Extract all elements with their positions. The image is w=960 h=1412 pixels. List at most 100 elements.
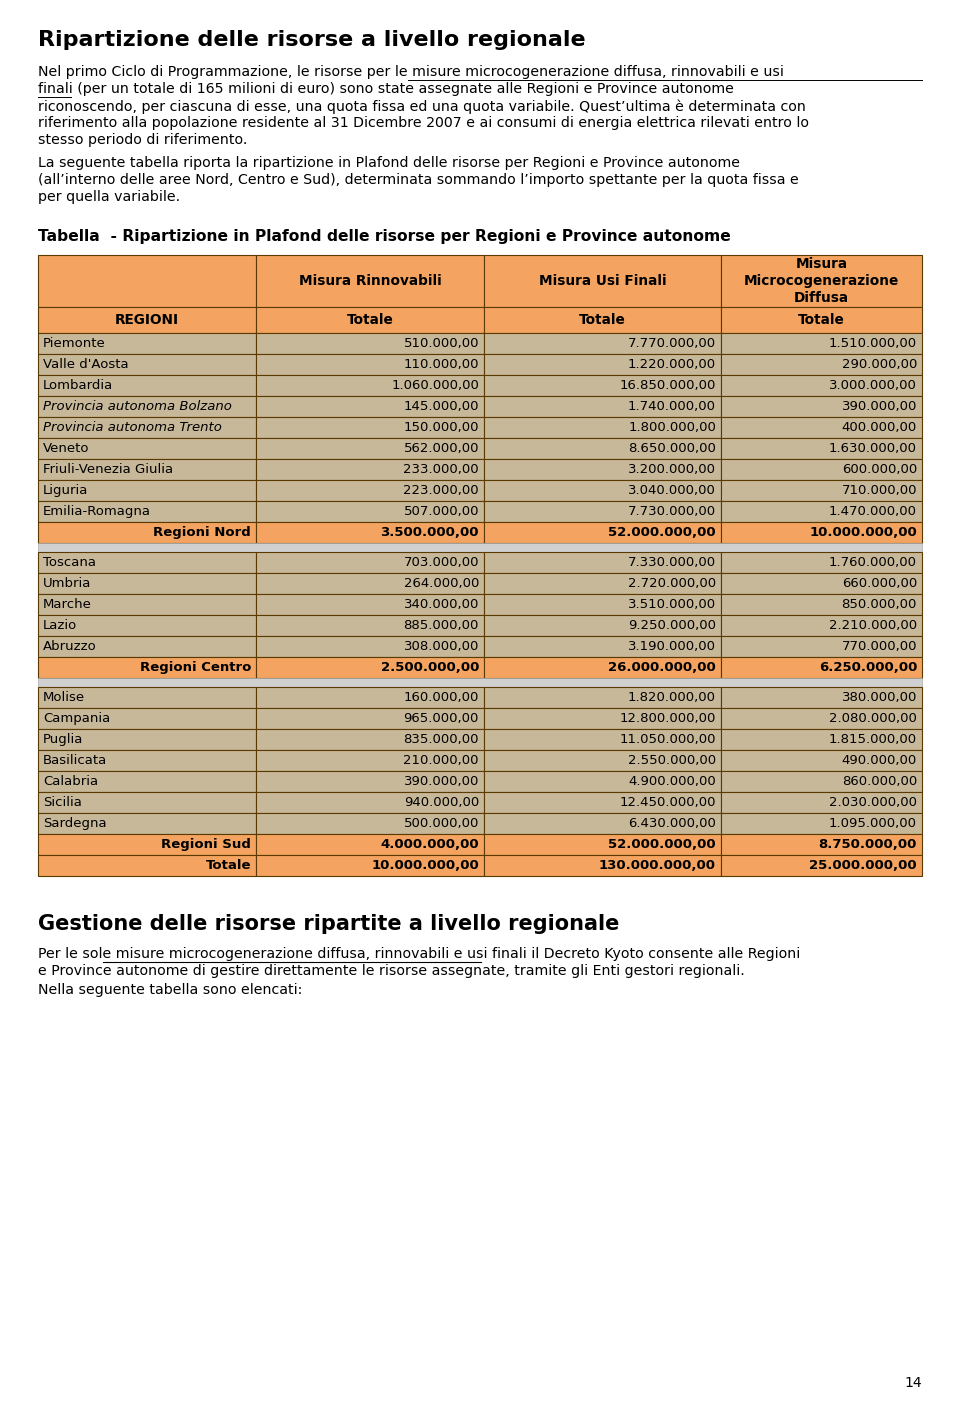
Bar — [484, 616, 721, 635]
Text: Veneto: Veneto — [43, 442, 89, 455]
Bar — [38, 792, 256, 813]
Bar — [256, 856, 484, 875]
Bar — [256, 333, 484, 354]
Bar — [256, 594, 484, 616]
Text: 940.000,00: 940.000,00 — [404, 796, 479, 809]
Bar — [721, 616, 922, 635]
Text: finali (per un totale di 165 milioni di euro) sono state assegnate alle Regioni : finali (per un totale di 165 milioni di … — [38, 82, 733, 96]
Text: 160.000,00: 160.000,00 — [403, 690, 479, 705]
Bar — [721, 657, 922, 678]
Text: Misura Rinnovabili: Misura Rinnovabili — [299, 274, 442, 288]
Text: Umbria: Umbria — [43, 578, 91, 590]
Bar — [38, 678, 922, 688]
Bar — [38, 417, 256, 438]
Text: Ripartizione delle risorse a livello regionale: Ripartizione delle risorse a livello reg… — [38, 30, 586, 49]
Bar — [484, 657, 721, 678]
Text: 10.000.000,00: 10.000.000,00 — [372, 858, 479, 873]
Bar — [721, 750, 922, 771]
Text: Provincia autonoma Trento: Provincia autonoma Trento — [43, 421, 222, 433]
Text: Misura Usi Finali: Misura Usi Finali — [539, 274, 666, 288]
Bar — [256, 813, 484, 834]
Bar — [484, 459, 721, 480]
Bar — [38, 834, 256, 856]
Text: Lombardia: Lombardia — [43, 378, 113, 393]
Text: 210.000,00: 210.000,00 — [403, 754, 479, 767]
Bar — [721, 813, 922, 834]
Bar — [38, 688, 256, 707]
Text: Gestione delle risorse ripartite a livello regionale: Gestione delle risorse ripartite a livel… — [38, 914, 619, 933]
Bar — [721, 771, 922, 792]
Bar — [484, 688, 721, 707]
Text: 490.000,00: 490.000,00 — [842, 754, 917, 767]
Text: 400.000,00: 400.000,00 — [842, 421, 917, 433]
Bar — [38, 522, 256, 544]
Bar — [721, 573, 922, 594]
Text: 1.470.000,00: 1.470.000,00 — [829, 505, 917, 518]
Bar — [38, 480, 256, 501]
Text: Abruzzo: Abruzzo — [43, 640, 97, 652]
Bar — [38, 707, 256, 729]
Bar — [484, 856, 721, 875]
Text: 1.095.000,00: 1.095.000,00 — [829, 818, 917, 830]
Text: 14: 14 — [904, 1377, 922, 1389]
Text: e Province autonome di gestire direttamente le risorse assegnate, tramite gli En: e Province autonome di gestire direttame… — [38, 964, 745, 979]
Text: Lazio: Lazio — [43, 618, 77, 633]
Text: 3.190.000,00: 3.190.000,00 — [628, 640, 716, 652]
Text: 9.250.000,00: 9.250.000,00 — [628, 618, 716, 633]
Text: 1.800.000,00: 1.800.000,00 — [628, 421, 716, 433]
Bar — [38, 544, 922, 552]
Bar — [38, 750, 256, 771]
Text: 1.630.000,00: 1.630.000,00 — [829, 442, 917, 455]
Text: 703.000,00: 703.000,00 — [403, 556, 479, 569]
Bar — [38, 729, 256, 750]
Text: 1.740.000,00: 1.740.000,00 — [628, 400, 716, 412]
Text: 12.450.000,00: 12.450.000,00 — [619, 796, 716, 809]
Text: Tabella  - Ripartizione in Plafond delle risorse per Regioni e Province autonome: Tabella - Ripartizione in Plafond delle … — [38, 229, 731, 244]
Text: 2.720.000,00: 2.720.000,00 — [628, 578, 716, 590]
Bar — [484, 256, 721, 306]
Bar — [721, 856, 922, 875]
Bar — [256, 657, 484, 678]
Bar — [256, 417, 484, 438]
Bar — [256, 354, 484, 376]
Bar — [256, 522, 484, 544]
Bar — [484, 573, 721, 594]
Bar — [484, 594, 721, 616]
Bar — [721, 594, 922, 616]
Bar — [38, 552, 256, 573]
Text: 1.815.000,00: 1.815.000,00 — [828, 733, 917, 746]
Bar — [484, 354, 721, 376]
Text: REGIONI: REGIONI — [115, 313, 180, 328]
Bar — [721, 354, 922, 376]
Text: Nel primo Ciclo di Programmazione, le risorse per le misure microcogenerazione d: Nel primo Ciclo di Programmazione, le ri… — [38, 65, 784, 79]
Text: 500.000,00: 500.000,00 — [403, 818, 479, 830]
Text: Provincia autonoma Bolzano: Provincia autonoma Bolzano — [43, 400, 232, 412]
Text: 6.430.000,00: 6.430.000,00 — [628, 818, 716, 830]
Text: 600.000,00: 600.000,00 — [842, 463, 917, 476]
Bar — [484, 834, 721, 856]
Text: 507.000,00: 507.000,00 — [403, 505, 479, 518]
Bar — [721, 729, 922, 750]
Text: 510.000,00: 510.000,00 — [403, 337, 479, 350]
Bar — [484, 417, 721, 438]
Bar — [484, 707, 721, 729]
Bar — [721, 417, 922, 438]
Bar — [38, 856, 256, 875]
Text: 110.000,00: 110.000,00 — [403, 359, 479, 371]
Text: 3.500.000,00: 3.500.000,00 — [380, 527, 479, 539]
Text: Sicilia: Sicilia — [43, 796, 82, 809]
Bar — [721, 501, 922, 522]
Text: Misura
Microcogenerazione
Diffusa: Misura Microcogenerazione Diffusa — [744, 257, 900, 305]
Bar — [721, 707, 922, 729]
Bar — [256, 750, 484, 771]
Bar — [484, 813, 721, 834]
Text: 2.080.000,00: 2.080.000,00 — [829, 712, 917, 724]
Text: Sardegna: Sardegna — [43, 818, 107, 830]
Text: 7.330.000,00: 7.330.000,00 — [628, 556, 716, 569]
Bar — [38, 256, 256, 306]
Bar — [256, 501, 484, 522]
Bar — [721, 792, 922, 813]
Bar — [256, 376, 484, 395]
Text: Totale: Totale — [798, 313, 845, 328]
Bar — [256, 573, 484, 594]
